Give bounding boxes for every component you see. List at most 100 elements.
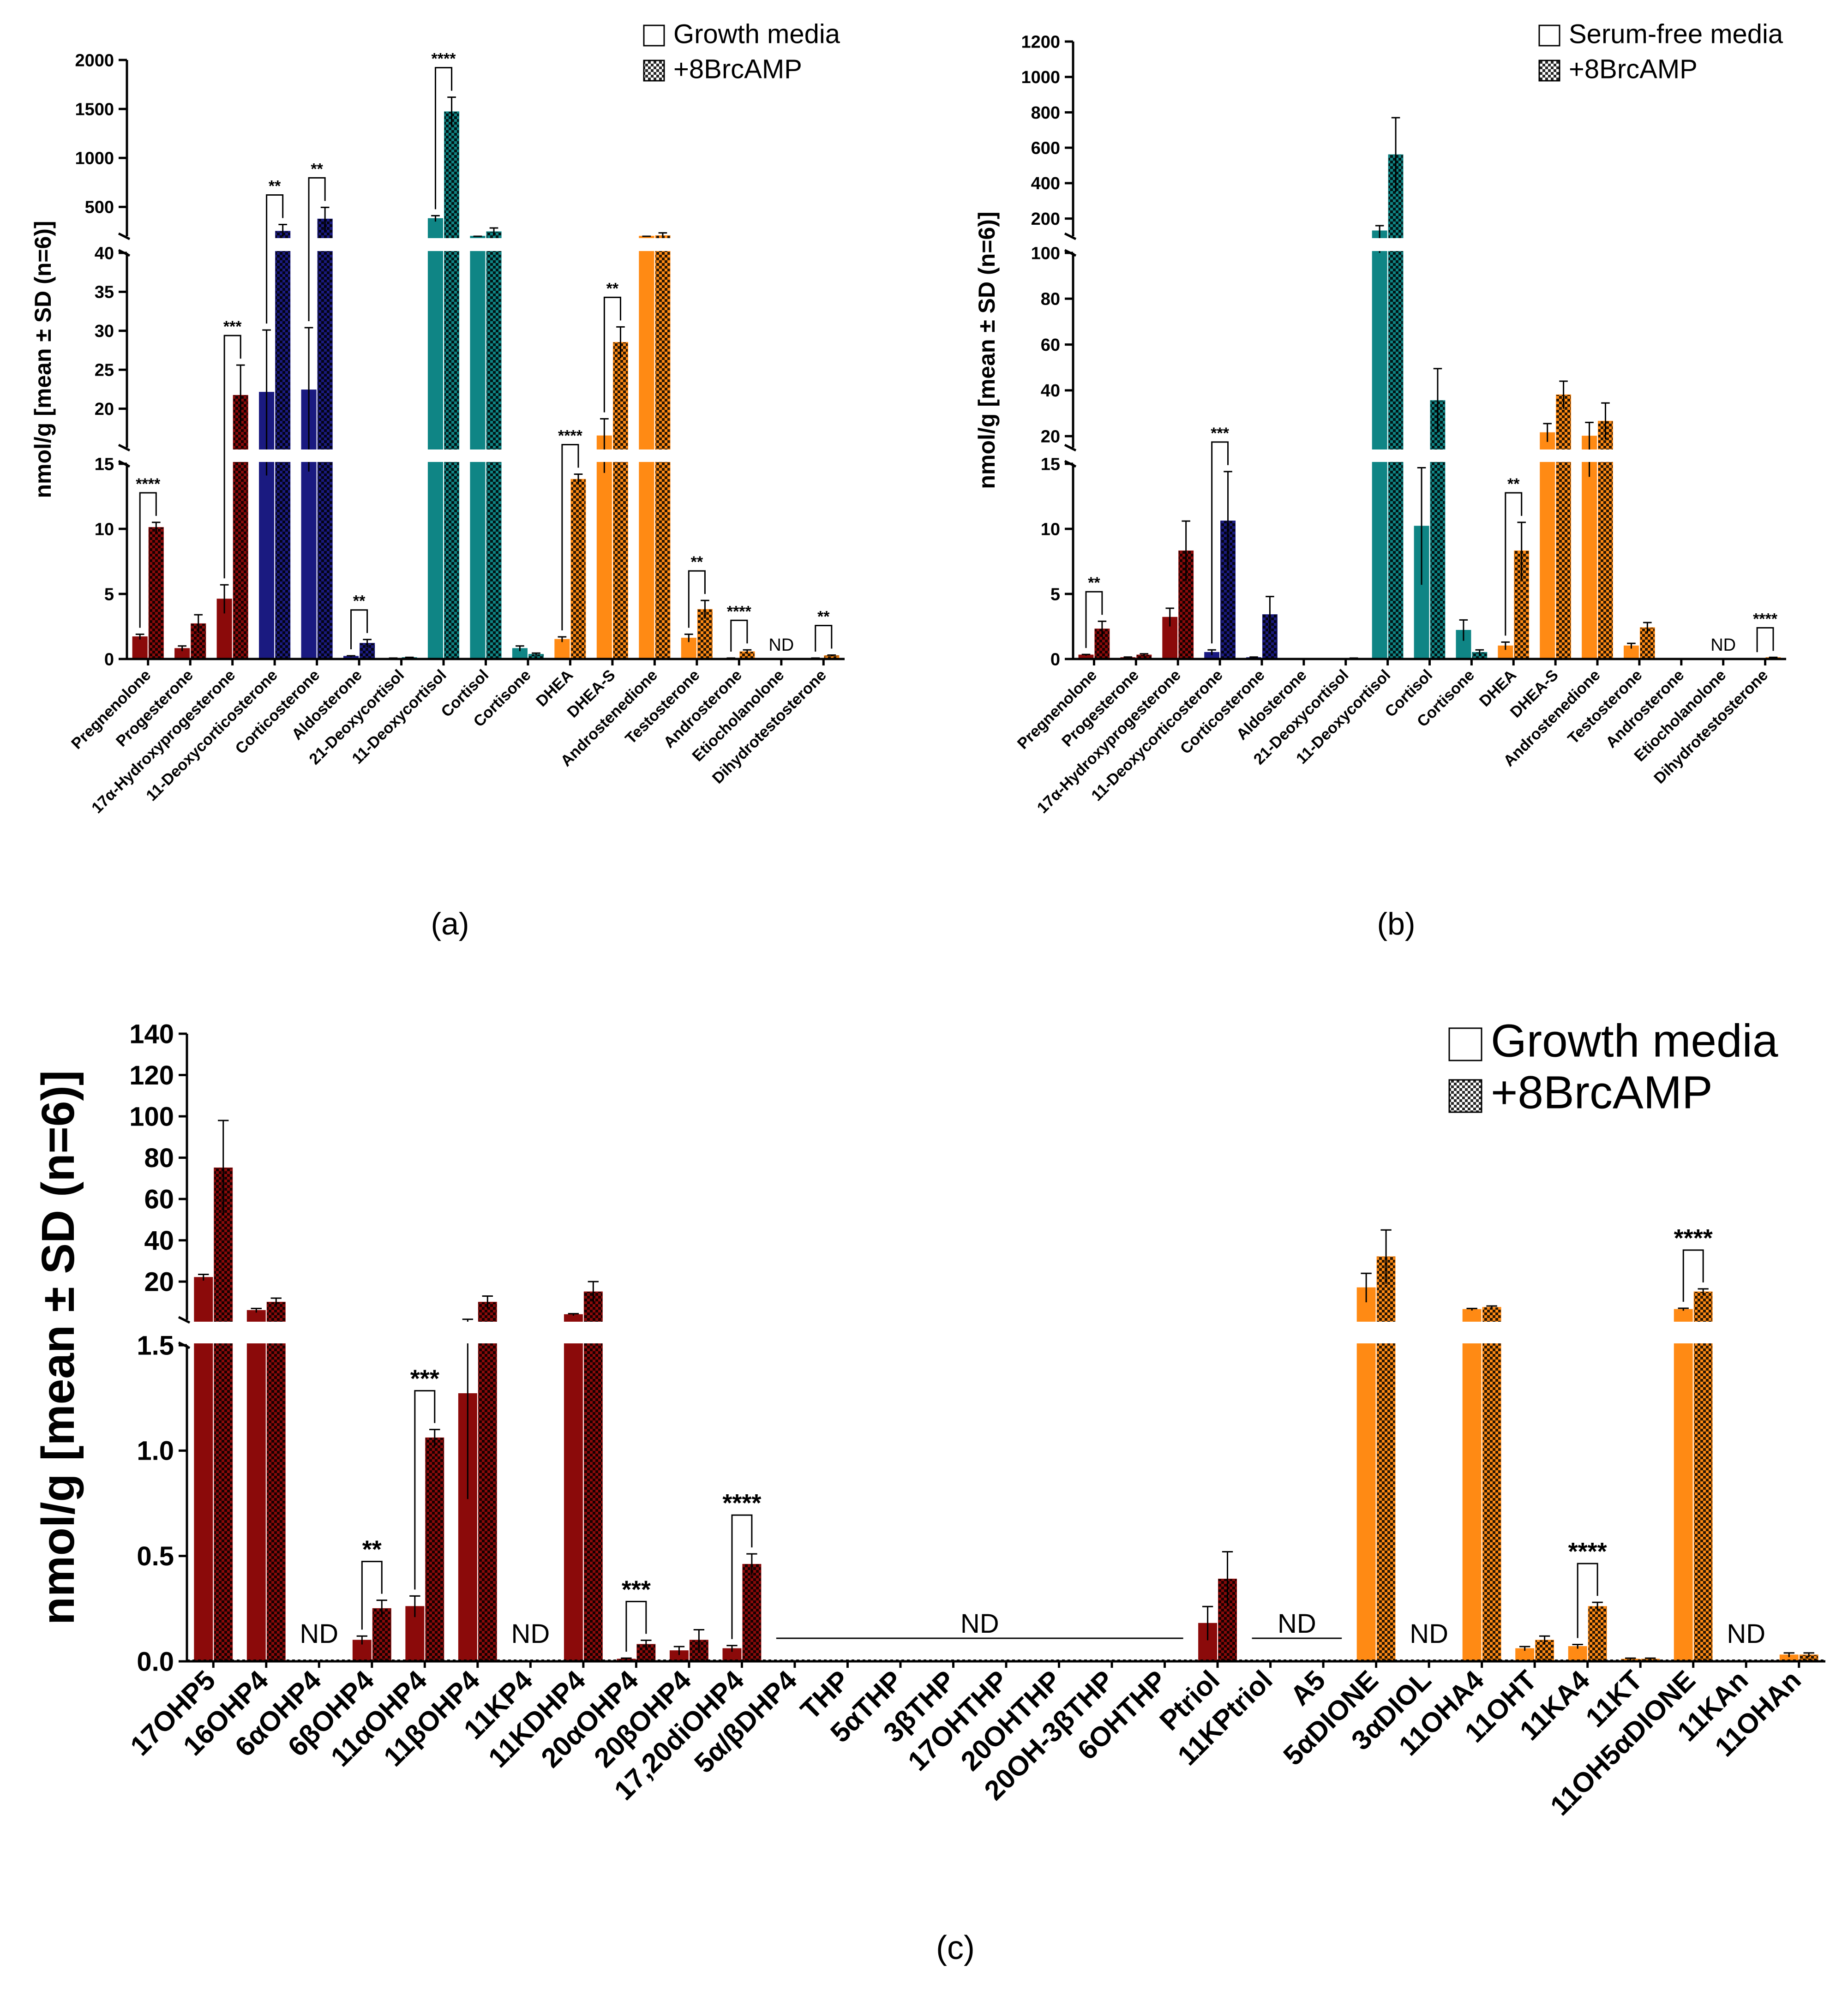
bar-control-1	[246, 1310, 266, 1662]
bar-hatch-22	[1377, 1257, 1395, 1661]
legend-label: +8BrcAMP	[673, 54, 802, 84]
bar-hatch-3	[372, 1608, 391, 1661]
y-axis-title: nmol/g [mean ± SD (n=6)]	[30, 221, 56, 498]
significance-bracket-0	[139, 492, 157, 628]
panel-b: 0510152040608010020040060080010001200Pre…	[974, 19, 1791, 941]
y-tick-label: 400	[1031, 174, 1060, 193]
axis-break-gap-0	[113, 449, 849, 462]
axis-break-gap-1	[113, 238, 849, 251]
bar-hatch-14	[740, 652, 755, 659]
significance-bracket-1	[1211, 441, 1229, 644]
significance-bracket-6	[561, 444, 579, 631]
y-tick-label: 120	[129, 1060, 174, 1090]
bar-hatch-8	[486, 232, 501, 659]
significance-bracket-3	[731, 1514, 753, 1639]
y-tick-label: 10	[95, 520, 114, 539]
y-tick-label: 60	[144, 1184, 174, 1214]
y-tick-label: 80	[1041, 290, 1060, 309]
y-tick-label: 20	[1041, 427, 1060, 446]
bar-control-24	[1462, 1309, 1482, 1662]
significance-label: ****	[432, 50, 456, 68]
significance-label: ***	[622, 1576, 651, 1603]
significance-bracket-0	[1085, 591, 1103, 648]
y-tick-label: 20	[95, 400, 114, 419]
bar-control-12	[639, 236, 654, 659]
break-mark-low-0	[1064, 460, 1077, 468]
bar-hatch-7	[1388, 155, 1403, 659]
legend-swatch-0	[643, 24, 665, 47]
axis-break-gap-0	[173, 1322, 1830, 1343]
bar-control-8	[470, 236, 486, 659]
y-tick-label: 40	[1041, 381, 1060, 401]
significance-bracket-4	[1577, 1563, 1598, 1638]
y-tick-label: 100	[1031, 244, 1060, 263]
y-tick-label: 25	[95, 361, 114, 380]
legend-label: +8BrcAMP	[1569, 54, 1698, 84]
significance-label: ***	[1211, 425, 1229, 442]
bar-hatch-16	[824, 655, 839, 659]
y-tick-label: 1500	[75, 100, 114, 119]
significance-label: ****	[727, 603, 752, 620]
legend-swatch-0	[1448, 1027, 1482, 1061]
bar-control-28	[1674, 1309, 1693, 1662]
bar-hatch-0	[149, 527, 163, 659]
y-tick-label: 1.0	[137, 1436, 174, 1466]
significance-bracket-7	[603, 296, 621, 413]
break-mark-high-1	[118, 232, 131, 240]
bar-hatch-24	[1482, 1307, 1501, 1661]
significance-label: ****	[558, 427, 583, 445]
nd-label: ND	[768, 635, 794, 655]
y-tick-label: 30	[95, 322, 114, 341]
bar-hatch-11	[613, 342, 628, 659]
significance-bracket-3	[1756, 627, 1774, 653]
axis-break-gap-0	[1059, 449, 1791, 462]
significance-bracket-4	[350, 609, 368, 649]
panel-caption: (b)	[1377, 906, 1415, 941]
bar-hatch-9	[528, 654, 544, 659]
bar-hatch-10	[743, 1564, 761, 1661]
significance-label: ****	[1753, 610, 1778, 628]
bar-hatch-5	[478, 1302, 497, 1661]
bar-control-12	[1582, 436, 1597, 659]
y-tick-label: 1.5	[137, 1330, 174, 1360]
bar-control-0	[132, 636, 148, 660]
bar-hatch-8	[1430, 401, 1445, 659]
bar-hatch-2	[233, 395, 248, 659]
legend-swatch-hatch	[1449, 1080, 1482, 1112]
break-mark-high-0	[178, 1316, 191, 1324]
significance-label: **	[353, 593, 366, 610]
break-mark-low-1	[118, 249, 131, 257]
break-mark-high-1	[1064, 232, 1077, 240]
y-tick-label: 35	[95, 283, 114, 302]
significance-label: ****	[1568, 1538, 1607, 1565]
y-tick-label: 2000	[75, 51, 114, 70]
legend-swatch-hatch	[644, 60, 664, 81]
significance-label: **	[817, 608, 830, 626]
bar-hatch-1	[1137, 655, 1152, 659]
nd-label: ND	[300, 1619, 338, 1649]
legend-label: Serum-free media	[1569, 19, 1783, 49]
y-tick-label: 20	[144, 1267, 174, 1297]
axis-break-gap-1	[1059, 238, 1791, 251]
significance-bracket-10	[815, 625, 833, 652]
bar-hatch-10	[571, 479, 586, 659]
significance-label: **	[1088, 574, 1100, 592]
significance-bracket-9	[730, 619, 748, 652]
legend-swatch-hatch	[1539, 60, 1560, 81]
significance-label: **	[269, 178, 281, 195]
significance-bracket-5	[1682, 1249, 1704, 1302]
y-tick-label: 1000	[75, 149, 114, 168]
significance-label: ****	[722, 1489, 761, 1517]
significance-bracket-1	[223, 335, 241, 579]
bar-hatch-4	[426, 1438, 444, 1661]
bar-control-7	[427, 218, 444, 659]
nd-label: ND	[1727, 1619, 1765, 1649]
y-tick-label: 5	[104, 585, 114, 604]
y-tick-label: 140	[129, 1019, 174, 1049]
category-label: Testosterone	[622, 666, 703, 748]
y-tick-label: 500	[85, 198, 114, 217]
legend-label: Growth media	[673, 19, 840, 49]
significance-label: ***	[410, 1365, 439, 1393]
panel-a: 051015152025303540500100015002000Pregnen…	[30, 19, 849, 941]
